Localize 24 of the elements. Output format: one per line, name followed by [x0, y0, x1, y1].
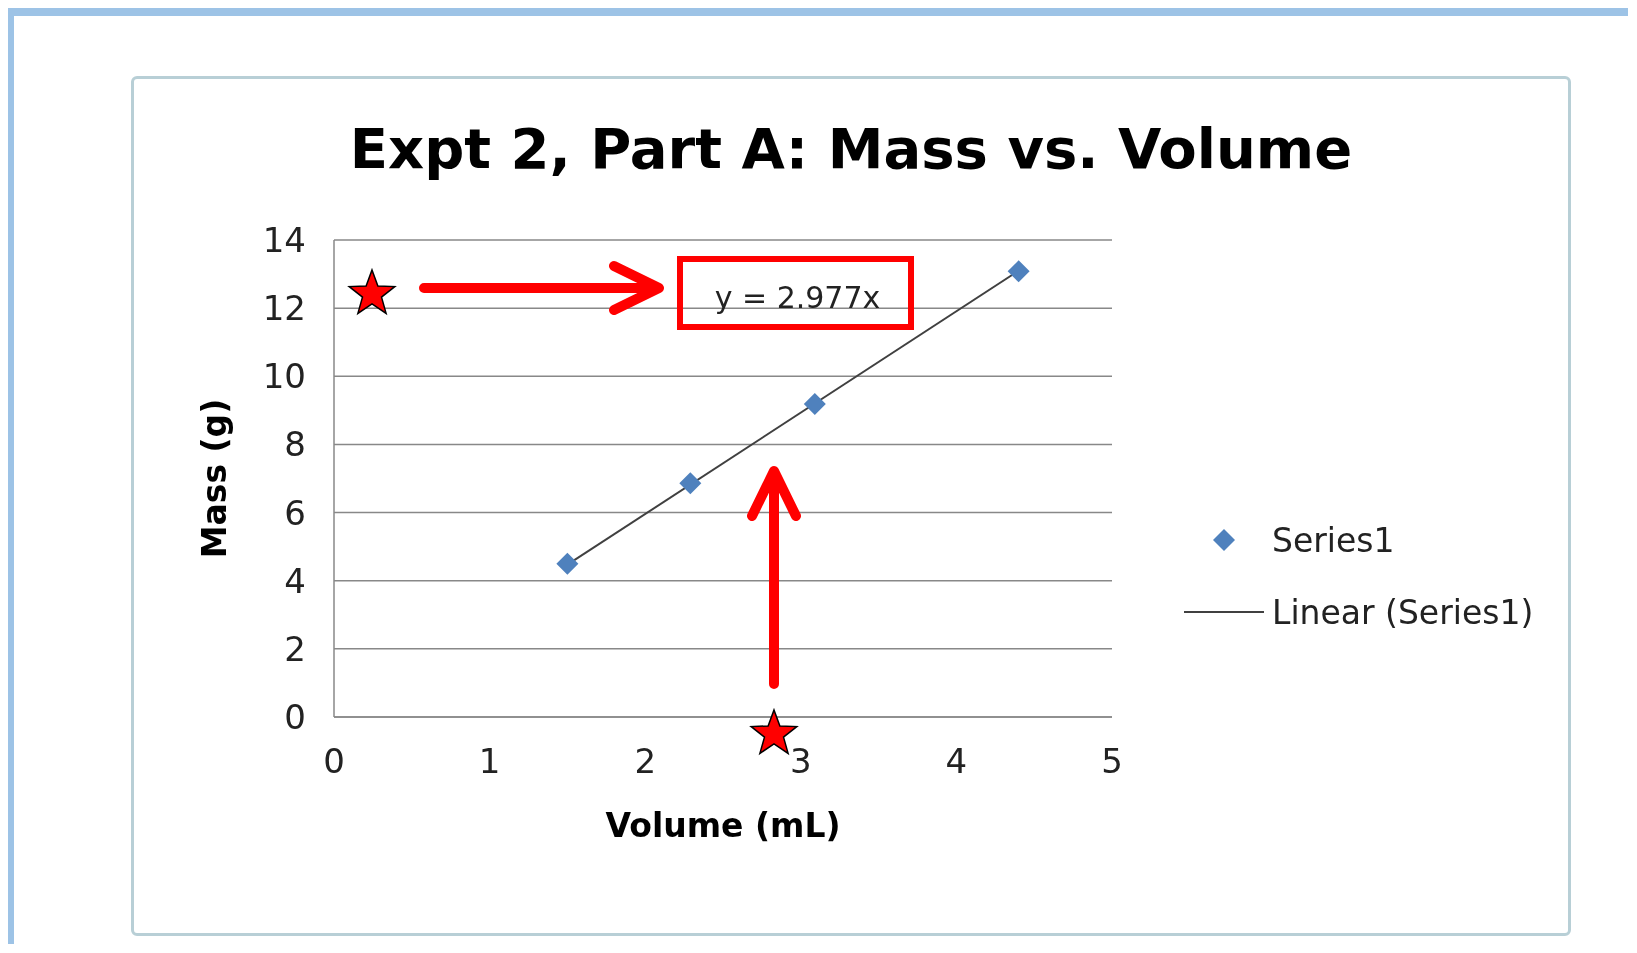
x-tick-label: 2: [634, 741, 657, 782]
point: [1007, 260, 1030, 283]
chart-title: Expt 2, Part A: Mass vs. Volume: [348, 116, 1354, 181]
legend-label: Linear (Series1): [1272, 592, 1534, 632]
y-tick-label: 12: [262, 288, 306, 329]
y-tick-label: 6: [284, 492, 306, 533]
y-tick-label: 14: [262, 220, 306, 261]
point: [556, 552, 579, 575]
y-tick-label: 4: [284, 560, 306, 601]
y-tick-label: 10: [262, 356, 306, 397]
annotation: y = 2.977x: [713, 278, 882, 317]
x-axis-title: Volume (mL): [605, 806, 841, 845]
y-tick-label: 0: [284, 697, 306, 738]
x-tick-label: 3: [789, 741, 812, 782]
legend-label: Series1: [1272, 520, 1395, 560]
y-tick-label: 8: [284, 424, 306, 465]
y-axis-title: Mass (g): [194, 398, 234, 559]
x-tick-label: 4: [945, 741, 968, 782]
point: [679, 472, 702, 495]
x-tick-label: 0: [323, 741, 345, 782]
point: [803, 392, 826, 415]
x-tick-label: 5: [1101, 741, 1123, 782]
y-tick-label: 2: [284, 628, 306, 669]
x-tick-label: 1: [478, 741, 501, 782]
